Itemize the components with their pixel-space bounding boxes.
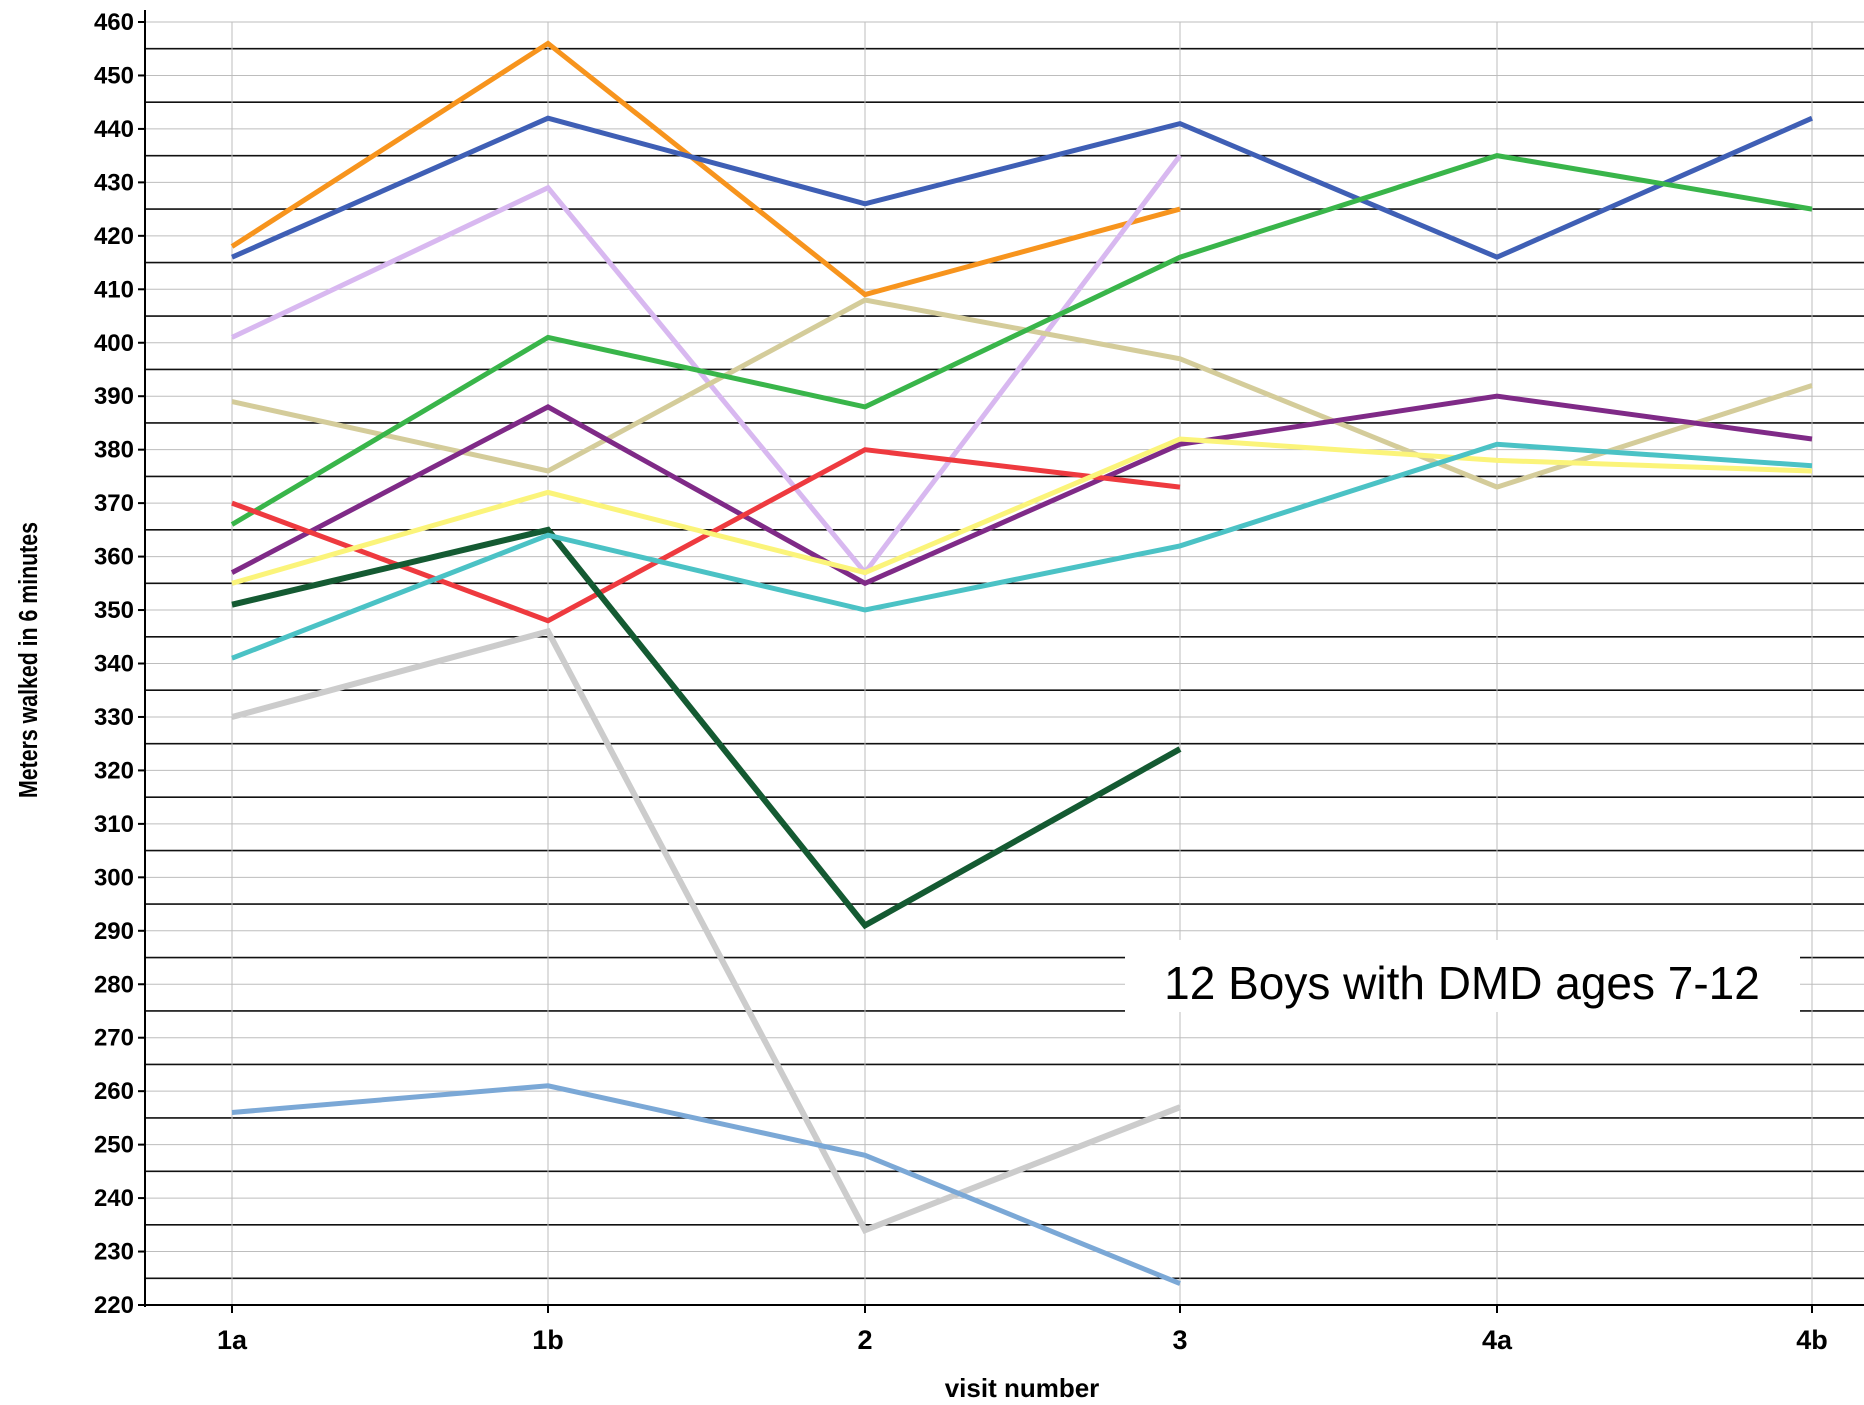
series-line-2 <box>230 115 1814 260</box>
y-tick-label: 300 <box>94 864 134 891</box>
y-tick-label: 430 <box>94 169 134 196</box>
y-tick-label: 380 <box>94 437 134 464</box>
grid-lines <box>145 21 1864 1306</box>
y-tick-label: 400 <box>94 330 134 357</box>
y-tick-label: 350 <box>94 597 134 624</box>
y-tick-label: 220 <box>94 1292 134 1319</box>
y-tick-label: 250 <box>94 1132 134 1159</box>
y-tick-label: 450 <box>94 62 134 89</box>
series-line-3 <box>230 154 1182 577</box>
tick-labels: 220 230 240 250 260 270 280 290 300 310 320 330 340 3… <box>94 9 1828 1355</box>
x-tick-label: 2 <box>857 1325 872 1355</box>
y-tick-label: 310 <box>94 811 134 838</box>
series-line-8 <box>231 436 1813 586</box>
x-tick-label: 1b <box>532 1325 564 1355</box>
y-tick-label: 440 <box>94 116 134 143</box>
annotation-text: 12 Boys with DMD ages 7-12 <box>1164 957 1760 1009</box>
series-line-12 <box>231 1083 1181 1286</box>
y-tick-label: 410 <box>94 276 134 303</box>
series-line-10 <box>231 441 1813 661</box>
y-tick-label: 270 <box>94 1025 134 1052</box>
y-tick-label: 460 <box>94 9 134 36</box>
y-tick-label: 240 <box>94 1185 134 1212</box>
y-tick-label: 230 <box>94 1239 134 1266</box>
annotation-box: 12 Boys with DMD ages 7-12 <box>1125 940 1800 1012</box>
series-line-11 <box>231 627 1182 1234</box>
y-tick-label: 390 <box>94 383 134 410</box>
y-tick-label: 330 <box>94 704 134 731</box>
y-tick-label: 370 <box>94 490 134 517</box>
y-tick-label: 280 <box>94 971 134 998</box>
x-axis-title: visit number <box>945 1373 1100 1400</box>
axes <box>138 10 1864 1313</box>
series-line-7 <box>231 447 1181 624</box>
x-tick-label: 3 <box>1172 1325 1187 1355</box>
series-line-5 <box>230 153 1813 527</box>
y-tick-label: 360 <box>94 544 134 571</box>
y-tick-label: 420 <box>94 223 134 250</box>
series-line-4 <box>231 297 1813 490</box>
y-tick-label: 260 <box>94 1078 134 1105</box>
series-lines <box>230 40 1814 1286</box>
y-tick-label: 340 <box>94 651 134 678</box>
series-line-1 <box>230 40 1181 298</box>
series-line-6 <box>230 393 1813 587</box>
x-tick-label: 4a <box>1482 1325 1513 1355</box>
y-axis-title: Meters walked in 6 minutes <box>14 522 44 798</box>
y-tick-label: 290 <box>94 918 134 945</box>
y-tick-label: 320 <box>94 757 134 784</box>
x-tick-label: 4b <box>1796 1325 1828 1355</box>
x-tick-label: 1a <box>217 1325 248 1355</box>
series-line-9 <box>231 526 1182 930</box>
